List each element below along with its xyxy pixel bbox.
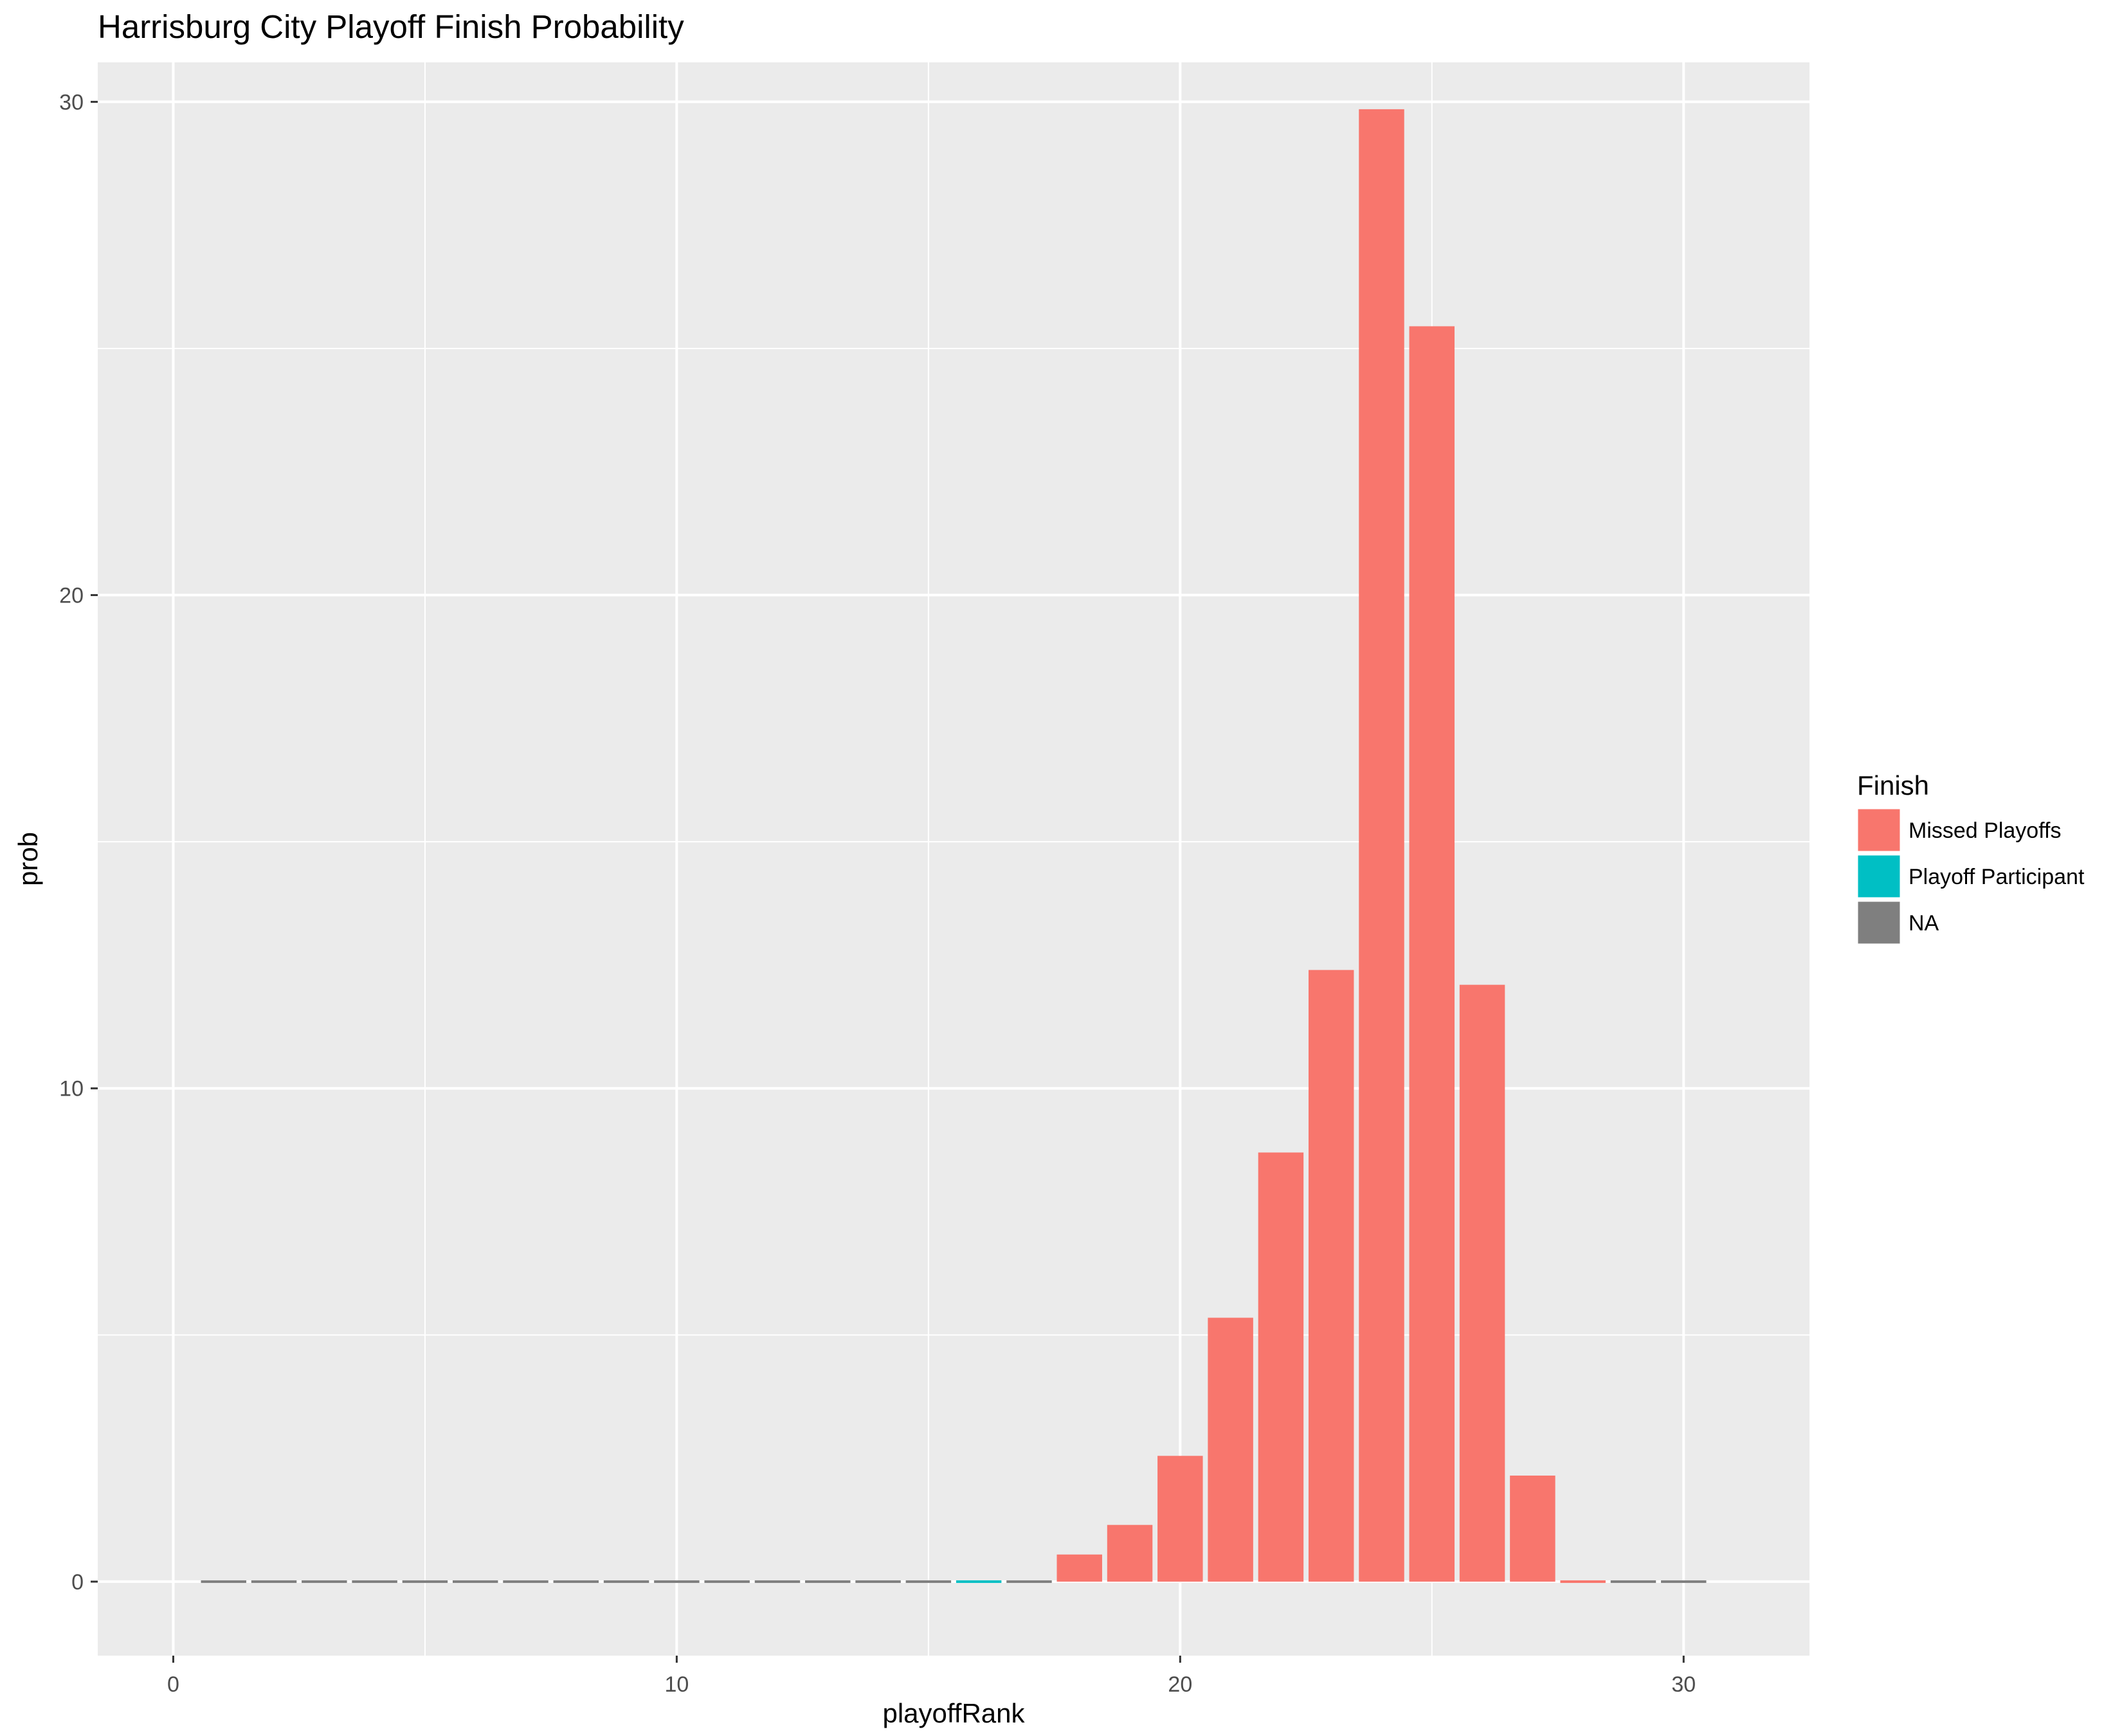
legend-label: NA	[1909, 911, 1939, 936]
legend-entries: Missed Playoffs Playoff Participant NA	[1856, 807, 2085, 946]
legend-swatch	[1856, 900, 1902, 946]
bar	[754, 1580, 801, 1583]
bar	[352, 1580, 397, 1583]
bar	[302, 1580, 347, 1583]
x-tick-label: 20	[1168, 1672, 1192, 1697]
plot-panel	[98, 62, 1809, 1656]
legend-title: Finish	[1857, 770, 1929, 800]
x-tick-label: 30	[1671, 1672, 1696, 1697]
y-tick-label: 0	[71, 1570, 84, 1595]
bar	[603, 1580, 649, 1583]
bar	[503, 1580, 549, 1583]
legend-swatch	[1856, 853, 1902, 900]
bar	[1107, 1524, 1153, 1582]
y-axis-title: prob	[13, 832, 43, 886]
bar	[1510, 1475, 1555, 1582]
chart-title: Harrisburg City Playoff Finish Probabili…	[98, 8, 684, 45]
bar	[1610, 1580, 1656, 1583]
bar	[201, 1580, 246, 1583]
legend-label: Missed Playoffs	[1909, 818, 2061, 843]
bar	[1208, 1317, 1253, 1582]
bar	[1056, 1554, 1102, 1582]
bar	[251, 1580, 297, 1583]
legend: Finish Missed Playoffs Playoff Participan…	[1856, 770, 2085, 946]
bar	[654, 1580, 700, 1583]
y-tick-label: 30	[59, 90, 84, 114]
x-axis-title: playoffRank	[882, 1698, 1025, 1728]
bar	[1459, 984, 1505, 1582]
bar	[1661, 1580, 1707, 1583]
bar	[1006, 1580, 1052, 1583]
bar	[1157, 1456, 1203, 1582]
bar	[1258, 1152, 1304, 1582]
y-tick-label: 10	[59, 1077, 84, 1101]
x-tick-label: 10	[664, 1672, 689, 1697]
x-tick-label: 0	[167, 1672, 179, 1697]
bar	[1560, 1580, 1606, 1583]
bar	[855, 1580, 901, 1583]
bar	[805, 1580, 851, 1583]
bars-layer	[201, 109, 1707, 1583]
x-axis: 0 10 20 30	[167, 1656, 1696, 1697]
bar	[452, 1580, 498, 1583]
bar	[1359, 109, 1404, 1582]
y-tick-label: 20	[59, 584, 84, 608]
bar	[553, 1580, 599, 1583]
bar	[956, 1580, 1002, 1583]
bar	[704, 1580, 750, 1583]
bar	[402, 1580, 448, 1583]
y-axis: 0 10 20 30	[59, 90, 98, 1595]
legend-label: Playoff Participant	[1909, 865, 2085, 889]
bar	[1409, 326, 1455, 1582]
bar	[1308, 970, 1354, 1582]
legend-swatch	[1856, 807, 1902, 853]
bar	[905, 1580, 952, 1583]
